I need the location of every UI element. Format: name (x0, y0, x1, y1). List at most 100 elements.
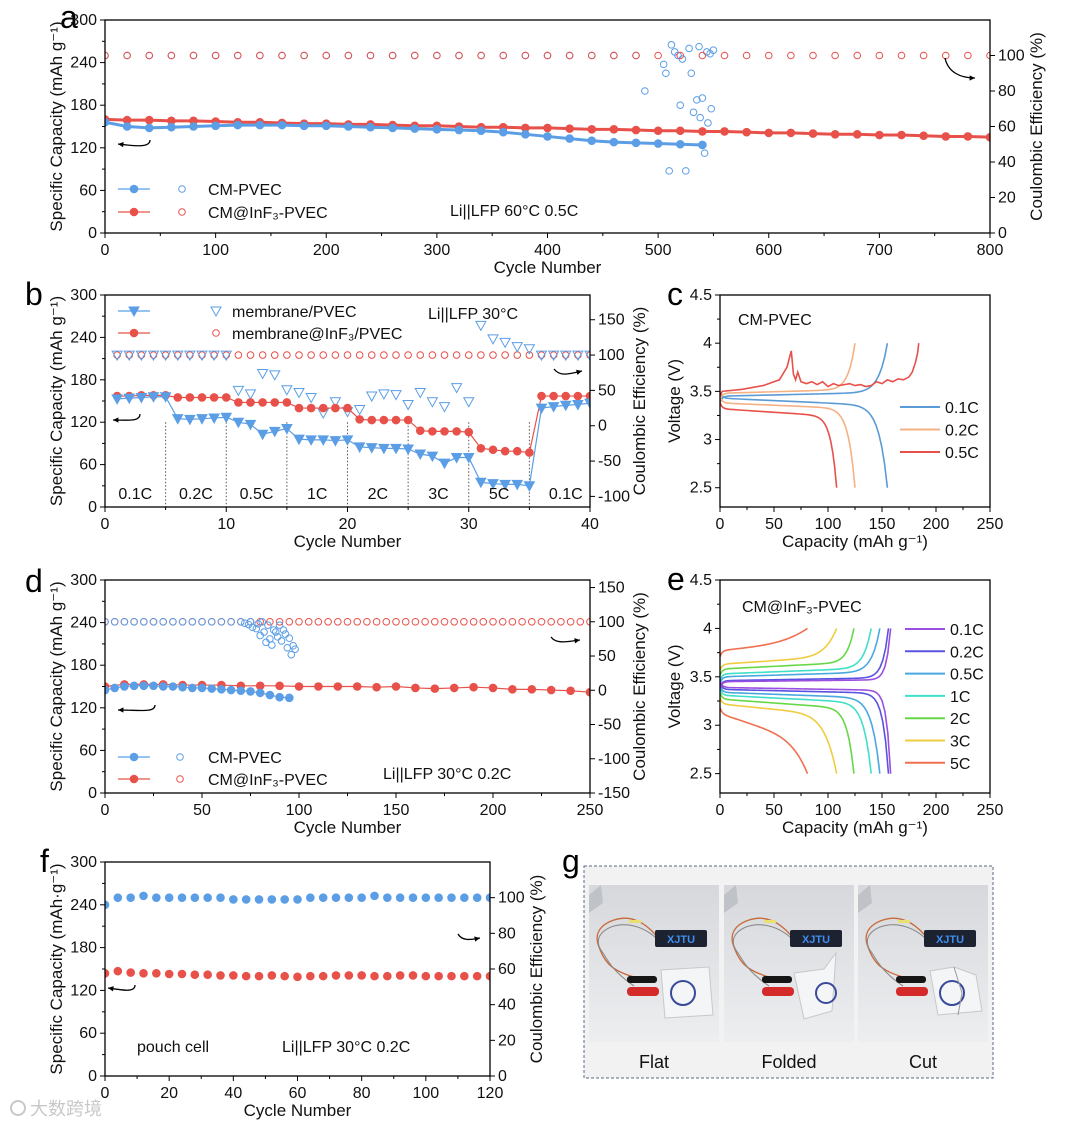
cm-pvec-cap-point (178, 682, 187, 692)
inf3-ce-point (304, 617, 313, 626)
inf3-cap-point (653, 126, 663, 136)
series-membrane-cap (111, 392, 590, 492)
inf3-ce-point (343, 617, 352, 626)
y-tick-label: 60 (79, 1025, 97, 1042)
cm-pvec-ce-scatter-point (659, 60, 668, 69)
pouch-cap-point (395, 971, 405, 980)
inf3-cap-point (428, 427, 437, 436)
inf3-cap-point (258, 398, 267, 407)
y-tick-label: 4 (703, 335, 712, 352)
curve-0.5C-charge (720, 628, 881, 684)
membrane-ce-point (462, 397, 475, 408)
x-axis-title: Cycle Number (294, 818, 402, 837)
rate-label: 1C (307, 486, 327, 503)
background-object (724, 885, 738, 913)
inf3-ce-point (300, 51, 308, 60)
pouch-cap-point (203, 970, 212, 980)
cm-pvec-cap-point (255, 120, 265, 130)
rate-label: 5C (489, 486, 509, 503)
x-tick-label: 600 (755, 242, 782, 259)
annotation: pouch cell (137, 1039, 209, 1056)
annotation: Li||LFP 30°C (428, 306, 518, 323)
membrane-ce-point (232, 385, 245, 397)
cm-pvec-ce-scatter-point (287, 650, 296, 659)
membrane-ce-point (365, 391, 378, 403)
panel-letter: e (667, 561, 685, 597)
inf3-ce-point (566, 617, 575, 626)
membrane-ce-point (159, 350, 172, 362)
x-tick-label: 150 (869, 516, 896, 533)
plot-area (111, 320, 590, 507)
arrowhead-icon (969, 75, 975, 81)
inf3-cap-point (403, 415, 413, 425)
inf3-ce-point (234, 351, 243, 359)
annotation: Li||LFP 30°C 0.2C (282, 1039, 410, 1056)
inf3-cap-point (282, 398, 292, 407)
cm-pvec-ce-scatter-point (252, 624, 261, 633)
inf3-cap-point (234, 398, 243, 407)
plot-frame (719, 294, 991, 508)
cm-pvec-cap-point (698, 140, 707, 150)
arrowhead-icon (576, 369, 582, 375)
cm-pvec-ce-scatter-point (698, 94, 707, 102)
pouch-cap-point (113, 966, 123, 976)
led-badge-text: XJTU (802, 934, 830, 946)
inf3-cap-point (585, 687, 590, 697)
cm-pvec-cap-point (265, 690, 275, 700)
y-tick-label: 60 (79, 457, 97, 474)
x-tick-label: 200 (480, 802, 507, 819)
x-tick-label: 100 (815, 516, 842, 533)
inf3-ce-point (105, 51, 109, 60)
membrane-cap-point (475, 477, 487, 489)
pouch-ce-point (190, 893, 200, 902)
y-tick-label: 3 (703, 432, 712, 449)
inf3-ce-point (543, 51, 552, 60)
inf3-ce-point (355, 351, 364, 359)
photo-caption: Folded (761, 1052, 816, 1072)
cm-pvec-ce-scatter-point (279, 626, 288, 634)
legend-label: 3C (950, 734, 970, 751)
membrane-cap-point (123, 393, 136, 405)
membrane-cap-point (559, 400, 572, 412)
y2-tick-label: 100 (598, 347, 625, 364)
cm-pvec-cap-point (284, 693, 294, 703)
series-membrane-ce (111, 320, 590, 420)
wire (597, 924, 662, 987)
membrane-ce-point (293, 388, 305, 399)
inf3-ce-point (314, 617, 323, 626)
series-inf3-ce (105, 51, 990, 60)
membrane-ce-point (572, 350, 584, 362)
y-tick-label: 120 (70, 982, 97, 999)
cm-pvec-ce-scatter-point (662, 69, 670, 78)
x-tick-label: 0 (716, 516, 725, 533)
membrane-ce-point (475, 320, 487, 332)
series-pouch-ce (105, 891, 490, 910)
y-tick-label: 180 (70, 657, 97, 674)
inf3-ce-point (875, 51, 884, 60)
inf3-cap-point (830, 130, 840, 139)
membrane-cap-point (584, 398, 590, 410)
legend-entry: CM@InF₃-PVEC (118, 772, 328, 789)
inf3-ce-point (416, 351, 425, 359)
membrane-cap-point (293, 434, 305, 446)
inf3-cap-point (587, 125, 597, 134)
membrane-cap-point (244, 419, 257, 431)
inf3-ce-point (764, 51, 773, 60)
inf3-cap-point (786, 128, 796, 138)
curve-5C-charge (720, 627, 808, 657)
x-tick-label: 0 (101, 516, 110, 533)
led-badge-text: XJTU (936, 934, 964, 946)
legend-label: 5C (950, 756, 970, 773)
legend-label: membrane/PVEC (232, 304, 357, 321)
inf3-cap-point (352, 682, 362, 691)
pouch-ce-point (254, 895, 264, 904)
y-tick-label: 120 (70, 414, 97, 431)
membrane-ce-point (438, 402, 451, 413)
y2-tick-label: 20 (498, 1032, 516, 1049)
x-tick-label: 40 (581, 516, 599, 533)
legend-entry: membrane/PVEC (118, 304, 357, 321)
inf3-cap-point (500, 446, 510, 456)
inf3-cap-point (476, 444, 486, 453)
university-logo (670, 980, 696, 1006)
y2-tick-label: -50 (598, 453, 621, 470)
